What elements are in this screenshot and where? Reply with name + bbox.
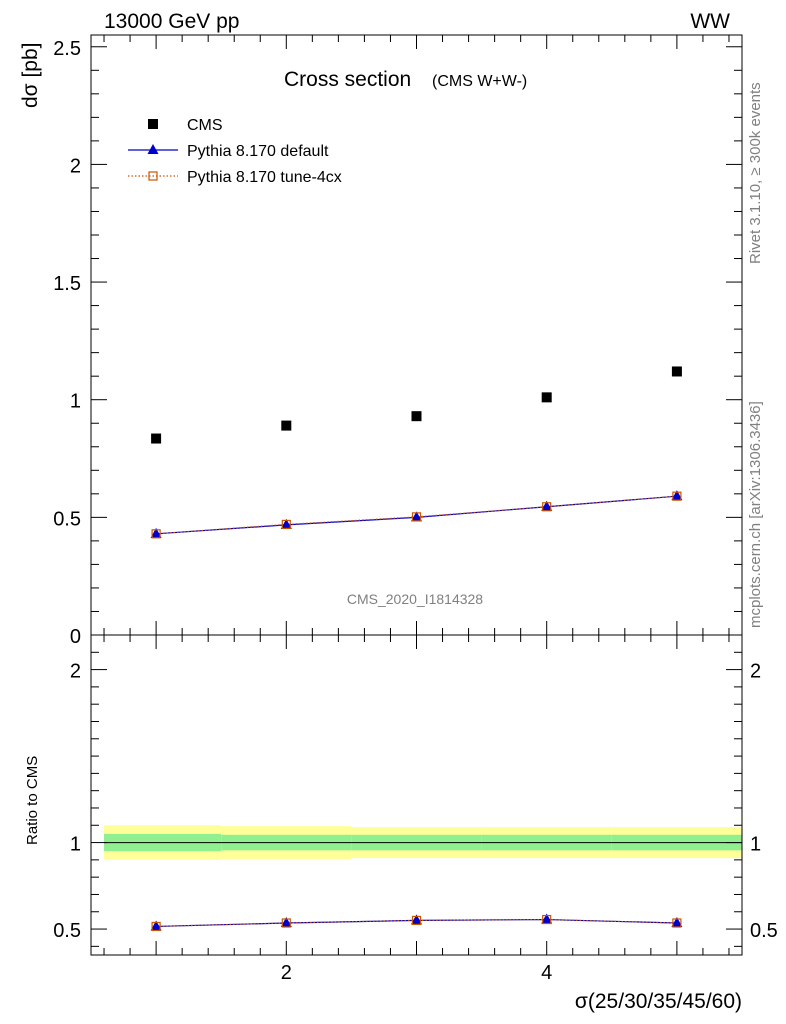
ratio-point-series1-2 xyxy=(280,917,292,927)
legend-marker-3 xyxy=(148,171,158,181)
main-point-series1-4 xyxy=(541,392,552,403)
x-tick-label: 4 xyxy=(541,962,552,984)
main-y-tick-label: 1.5 xyxy=(53,273,81,295)
ratio-point-series2-4 xyxy=(542,914,552,925)
x-tick-label: 2 xyxy=(281,962,292,984)
main-point-series2-1 xyxy=(150,527,162,538)
ratio-panel: 2 4 0.5 0.5 1 1 2 2 xyxy=(53,634,778,984)
ratio-point-series1-1 xyxy=(150,920,162,931)
ratio-y-tick-label: 1 xyxy=(70,834,81,856)
rivet-version-label: Rivet 3.1.10, ≥ 300k events xyxy=(747,82,764,264)
x-axis-label: σ(25/30/35/45/60) xyxy=(575,990,742,1013)
header-left: 13000 GeV pp xyxy=(104,10,239,33)
main-y-tick-label: 1 xyxy=(70,391,81,413)
main-point-series1-5 xyxy=(671,366,682,377)
main-y-tick-label: 0 xyxy=(70,626,81,648)
ratio-point-series2-2 xyxy=(281,918,291,928)
main-point-series3-5 xyxy=(672,491,682,501)
main-point-series1-1 xyxy=(151,433,162,444)
main-point-series3-1 xyxy=(151,529,161,539)
ratio-point-series2-5 xyxy=(672,918,682,928)
main-point-series2-2 xyxy=(280,518,292,529)
ratio-point-series2-1 xyxy=(151,921,161,932)
mcplots-reference-label: mcplots.cern.ch [arXiv:1306.3436] xyxy=(747,401,764,628)
main-point-series3-2 xyxy=(281,519,291,530)
legend-label-2: Pythia 8.170 default xyxy=(187,143,329,160)
header-right: WW xyxy=(690,10,730,33)
main-y-tick-label: 2.5 xyxy=(53,38,81,60)
main-title: Cross section xyxy=(284,68,411,91)
legend-label-1: CMS xyxy=(187,117,223,134)
ratio-y-tick-label-right: 2 xyxy=(750,661,761,683)
main-point-series1-3 xyxy=(411,411,422,422)
ratio-y-tick-label-right: 0.5 xyxy=(750,920,778,942)
main-series-line-3 xyxy=(156,495,677,535)
ratio-frame xyxy=(90,634,743,956)
ratio-y-tick-label: 2 xyxy=(70,661,81,683)
main-point-series1-2 xyxy=(281,420,292,431)
main-subtitle: (CMS W+W-) xyxy=(432,73,527,90)
legend-marker-2 xyxy=(147,144,159,154)
ratio-y-axis-label: Ratio to CMS xyxy=(24,756,41,845)
main-point-series2-5 xyxy=(671,490,683,501)
main-y-axis-label: dσ [pb] xyxy=(19,42,42,108)
main-y-tick-label: 0.5 xyxy=(53,508,81,530)
ratio-point-series2-3 xyxy=(411,915,422,926)
main-point-series3-3 xyxy=(411,512,422,522)
main-y-tick-label: 2 xyxy=(70,155,81,177)
watermark-analysis: CMS_2020_I1814328 xyxy=(347,591,483,607)
ratio-y-tick-label-right: 1 xyxy=(750,834,761,856)
ratio-y-tick-label: 0.5 xyxy=(53,920,81,942)
main-panel: 0 0.5 1 1.5 2 2.5 CMS Pythia 8.170 default Pythi… xyxy=(53,34,743,648)
main-point-series2-4 xyxy=(541,500,553,511)
legend-marker-1 xyxy=(148,119,158,129)
main-point-series3-4 xyxy=(542,502,552,512)
ratio-point-series1-4 xyxy=(541,913,553,924)
legend-label-3: Pythia 8.170 tune-4cx xyxy=(187,169,342,186)
ratio-point-series1-3 xyxy=(411,914,422,925)
ratio-point-series1-5 xyxy=(671,917,683,927)
main-point-series2-3 xyxy=(411,511,422,522)
